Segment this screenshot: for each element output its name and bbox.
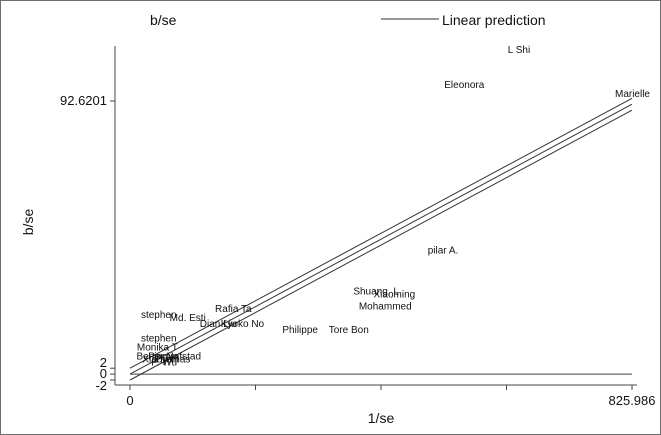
point-label: Thomas: [154, 354, 190, 365]
x-tick-label: 0: [126, 393, 133, 408]
point-label: Dian Liu: [200, 319, 237, 330]
point-label: Monika T: [137, 343, 178, 354]
point-label: Tore Bon: [329, 325, 369, 336]
point-label: stephen: [141, 334, 177, 345]
point-label: Xiaoyan: [142, 354, 178, 365]
point-label: P. Wu: [151, 357, 177, 368]
point-label: Philippe: [282, 325, 318, 336]
y-axis-title: b/se: [20, 209, 36, 236]
point-label: Marielle: [615, 89, 650, 100]
linear-prediction-line: [129, 109, 633, 381]
y-tick-label: 92.6201: [60, 93, 107, 108]
linear-prediction-lines: [129, 97, 633, 381]
point-label: Md. Esti: [170, 313, 206, 324]
point-label: stephen: [141, 310, 177, 321]
x-axis-title: 1/se: [368, 410, 395, 426]
point-label: L Shi: [508, 45, 530, 56]
point-label: Xiaoming: [374, 289, 416, 300]
y-ticks: -202 92.6201: [60, 93, 115, 393]
x-tick-label: 825.986: [609, 393, 656, 408]
x-ticks: 0 825.986: [126, 385, 656, 408]
point-label: Benjamin: [136, 351, 178, 362]
point-label: Per Nafstad: [148, 351, 201, 362]
point-label: pilar A.: [428, 245, 459, 256]
legend-entry-linear-prediction: Linear prediction: [442, 12, 546, 28]
linear-prediction-line: [129, 103, 633, 375]
point-label: Eleonora: [444, 80, 484, 91]
legend: b/se Linear prediction: [150, 12, 546, 28]
point-label: Rafia Ta: [215, 304, 252, 315]
legend-entry-bse: b/se: [150, 12, 177, 28]
point-label: Kyoko No: [221, 319, 265, 330]
y-tick-label: 0: [100, 366, 107, 381]
linear-prediction-line: [129, 97, 633, 369]
y-tick-label: -2: [95, 378, 107, 393]
point-label: Mohammed: [359, 301, 412, 312]
point-label: Shuang, L: [353, 287, 399, 298]
y-tick-label: 2: [100, 355, 107, 370]
